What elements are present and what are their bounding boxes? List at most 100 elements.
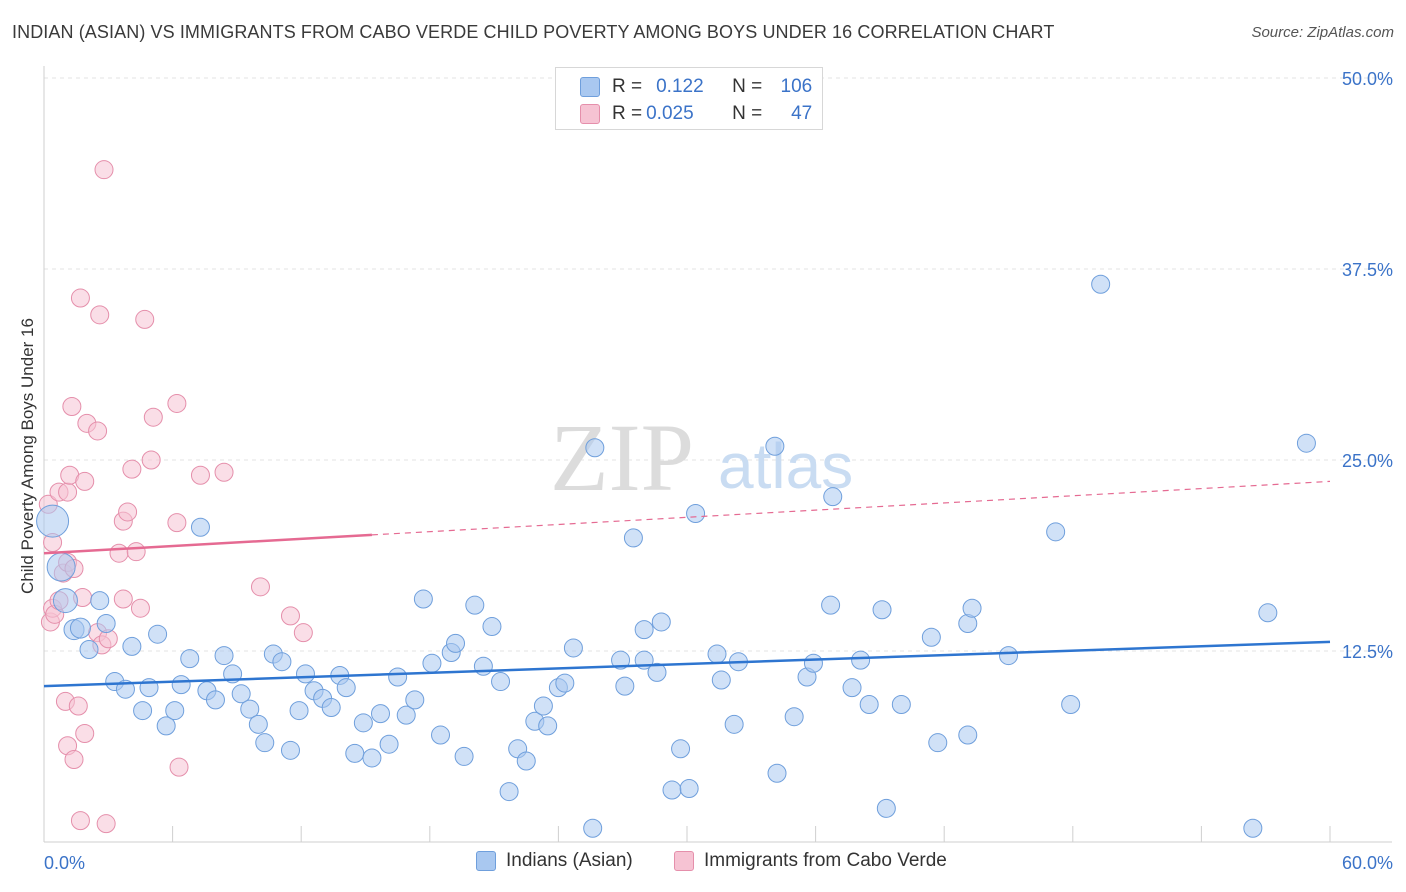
cabo-verde-point xyxy=(250,577,270,597)
legend-swatch-cabo-verde xyxy=(580,104,600,124)
cabo-verde-point xyxy=(75,471,95,491)
tick-labels: 12.5% 25.0% 37.5% 50.0% 0.0% 60.0% xyxy=(44,69,1393,873)
y-tick-label: 25.0% xyxy=(1342,451,1393,471)
indian-point xyxy=(1243,818,1263,838)
y-axis-label: Child Poverty Among Boys Under 16 xyxy=(18,318,37,594)
chart-title: INDIAN (ASIAN) VS IMMIGRANTS FROM CABO V… xyxy=(12,22,1055,42)
indian-point xyxy=(171,675,191,695)
cabo-verde-point xyxy=(70,811,90,831)
series-legend: Indians (Asian) Immigrants from Cabo Ver… xyxy=(0,850,1406,880)
indian-point xyxy=(538,716,558,736)
indian-point xyxy=(122,636,142,656)
indian-point xyxy=(962,598,982,618)
indian-point xyxy=(921,627,941,647)
indian-point xyxy=(205,690,225,710)
indian-point xyxy=(353,713,373,733)
legend-swatch-indians xyxy=(476,851,496,871)
cabo-verde-point xyxy=(280,606,300,626)
indian-point xyxy=(651,612,671,632)
indian-point xyxy=(133,701,153,721)
cabo-verde-point xyxy=(169,757,189,777)
r-label: R = xyxy=(612,76,643,97)
cabo-verde-point xyxy=(190,465,210,485)
indian-point xyxy=(362,748,382,768)
indian-point xyxy=(90,591,110,611)
indian-point xyxy=(1046,522,1066,542)
indian-point xyxy=(891,694,911,714)
indian-point xyxy=(711,670,731,690)
indian-point xyxy=(431,725,451,745)
cabo-verde-point xyxy=(214,462,234,482)
grid-lines xyxy=(44,77,1392,652)
indian-point xyxy=(784,707,804,727)
cabo-verde-point xyxy=(96,814,116,834)
indian-point xyxy=(859,694,879,714)
cabo-verde-point xyxy=(64,749,84,769)
indian-point xyxy=(272,652,292,672)
cabo-verde-point xyxy=(130,598,150,618)
indian-point xyxy=(295,664,315,684)
indian-point xyxy=(679,779,699,799)
r-value: 0.025 xyxy=(646,103,694,124)
indian-point xyxy=(767,763,787,783)
indian-point xyxy=(686,503,706,523)
indian-point xyxy=(851,650,871,670)
indian-point xyxy=(446,633,466,653)
y-tick-label: 50.0% xyxy=(1342,69,1393,89)
cabo-verde-point xyxy=(135,309,155,329)
cabo-verde-point xyxy=(122,459,142,479)
indian-points xyxy=(36,274,1316,838)
indian-point xyxy=(555,673,575,693)
indian-point xyxy=(872,600,892,620)
indian-point xyxy=(1296,433,1316,453)
cabo-verde-trend-line xyxy=(43,533,372,555)
indian-point xyxy=(876,798,896,818)
indian-point xyxy=(321,698,341,718)
indian-point xyxy=(499,782,519,802)
indian-point xyxy=(823,487,843,507)
indian-point xyxy=(1061,694,1081,714)
indian-point xyxy=(563,638,583,658)
indian-point xyxy=(482,617,502,637)
indian-point xyxy=(615,676,635,696)
trend-lines xyxy=(43,480,1331,688)
indian-point xyxy=(165,701,185,721)
indian-point xyxy=(1091,274,1111,294)
indian-point xyxy=(422,653,442,673)
legend-swatch-cabo-verde xyxy=(674,851,694,871)
source-label: Source: ZipAtlas.com xyxy=(1251,24,1394,41)
indian-point xyxy=(36,504,70,538)
legend-item-cabo-verde[interactable]: Immigrants from Cabo Verde xyxy=(674,850,947,872)
indian-point xyxy=(583,818,603,838)
cabo-verde-point xyxy=(109,543,129,563)
cabo-verde-point xyxy=(94,160,114,180)
r-label: R = xyxy=(612,103,643,124)
indian-point xyxy=(413,589,433,609)
legend-item-indians[interactable]: Indians (Asian) xyxy=(476,850,633,872)
y-tick-label: 37.5% xyxy=(1342,260,1393,280)
watermark: ZIP atlas xyxy=(550,404,853,511)
indian-point xyxy=(345,743,365,763)
cabo-verde-point xyxy=(70,288,90,308)
stats-row-indians: R = 0.122 N = 106 xyxy=(580,74,812,100)
indian-point xyxy=(52,588,78,614)
indian-point xyxy=(842,678,862,698)
indian-point xyxy=(289,701,309,721)
indian-point xyxy=(623,528,643,548)
stats-row-cabo-verde: R = 0.025 N = 47 xyxy=(580,101,812,127)
indian-point xyxy=(671,739,691,759)
cabo-verde-point xyxy=(113,589,133,609)
indian-point xyxy=(396,705,416,725)
indian-trend-line xyxy=(43,640,1331,688)
y-tick-label: 12.5% xyxy=(1342,642,1393,662)
indian-point xyxy=(190,517,210,537)
indian-point xyxy=(491,672,511,692)
indian-point xyxy=(707,644,727,664)
n-value: 106 xyxy=(780,76,813,97)
indian-point xyxy=(405,690,425,710)
indian-point xyxy=(388,667,408,687)
indian-point xyxy=(1258,603,1278,623)
cabo-verde-point xyxy=(58,482,78,502)
n-label: N = xyxy=(732,76,763,97)
indian-point xyxy=(240,699,260,719)
